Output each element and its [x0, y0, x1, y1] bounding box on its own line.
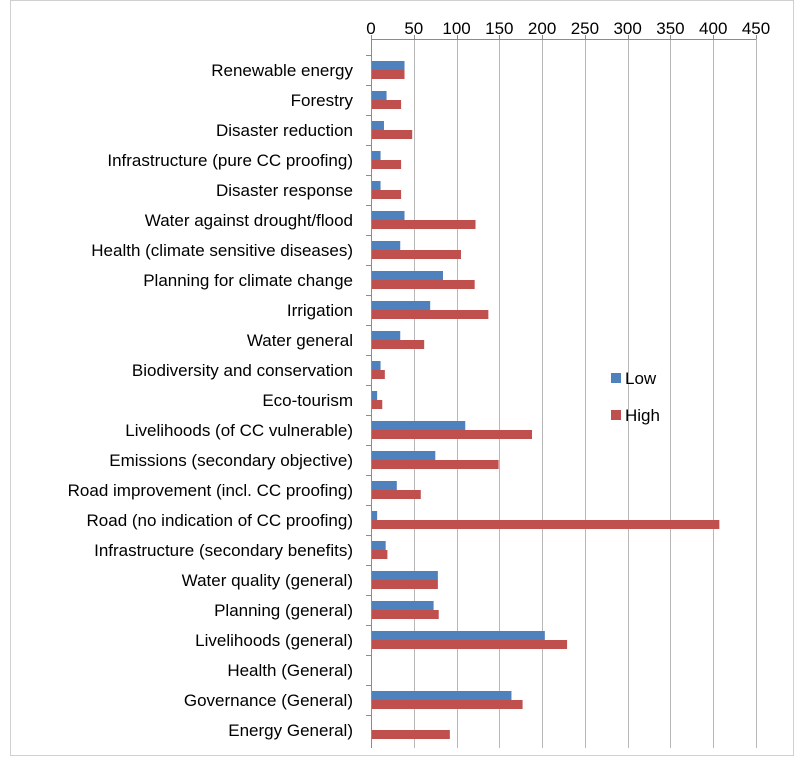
x-tick-label: 0 [366, 19, 375, 38]
bar-high [372, 730, 450, 739]
category-label: Planning for climate change [143, 271, 353, 290]
bar-low [372, 601, 434, 610]
bar-high [372, 100, 402, 109]
legend-swatch-high [611, 410, 621, 420]
bar-low [372, 151, 381, 160]
x-tick-label: 50 [404, 19, 423, 38]
x-tick-label: 150 [485, 19, 513, 38]
bar-low [372, 181, 381, 190]
category-label: Health (General) [227, 661, 353, 680]
legend: Low High [611, 369, 660, 425]
gridlines [414, 39, 757, 748]
x-tick-label: 400 [699, 19, 727, 38]
x-tick-label: 200 [528, 19, 556, 38]
bar-high [372, 130, 413, 139]
category-label: Disaster reduction [216, 121, 353, 140]
x-tick-label: 450 [742, 19, 770, 38]
bar-low [372, 691, 512, 700]
category-label: Water quality (general) [182, 571, 353, 590]
bar-high [372, 400, 383, 409]
x-tick-label: 350 [656, 19, 684, 38]
bar-high [372, 280, 475, 289]
category-label: Disaster response [216, 181, 353, 200]
bar-low [372, 301, 431, 310]
bar-low [372, 241, 401, 250]
bars [372, 61, 720, 739]
bar-low [372, 511, 378, 520]
category-label: Renewable energy [211, 61, 353, 80]
legend-label-high: High [625, 406, 660, 425]
bar-high [372, 250, 461, 259]
bar-low [372, 91, 387, 100]
bar-low [372, 61, 405, 70]
axes: 0 50 100 150 200 250 300 350 400 450 [366, 19, 770, 748]
bar-high [372, 700, 523, 709]
bar-high [372, 490, 421, 499]
category-label: Infrastructure (secondary benefits) [94, 541, 353, 560]
category-label: Infrastructure (pure CC proofing) [107, 151, 353, 170]
bar-low [372, 211, 405, 220]
bar-low [372, 361, 381, 370]
bar-high [372, 610, 439, 619]
category-label: Irrigation [287, 301, 353, 320]
category-label: Forestry [291, 91, 354, 110]
category-label: Water general [247, 331, 353, 350]
bar-high [372, 430, 532, 439]
bar-low [372, 391, 378, 400]
category-label: Emissions (secondary objective) [109, 451, 353, 470]
bar-low [372, 331, 401, 340]
bar-high [372, 160, 402, 169]
bar-high [372, 550, 388, 559]
bar-low [372, 421, 466, 430]
legend-label-low: Low [625, 369, 657, 388]
category-label: Livelihoods (general) [195, 631, 353, 650]
chart-border [10, 0, 794, 756]
bar-high [372, 370, 385, 379]
category-label: Road (no indication of CC proofing) [87, 511, 353, 530]
bar-low [372, 271, 444, 280]
bar-low [372, 121, 384, 130]
x-tick-label: 300 [613, 19, 641, 38]
bar-high [372, 460, 499, 469]
category-label: Eco-tourism [262, 391, 353, 410]
bar-low [372, 631, 545, 640]
bar-high [372, 190, 402, 199]
bar-low [372, 541, 386, 550]
bar-low [372, 451, 436, 460]
legend-swatch-low [611, 373, 621, 383]
x-tick-label: 100 [442, 19, 470, 38]
bar-low [372, 571, 438, 580]
category-label: Livelihoods (of CC vulnerable) [125, 421, 353, 440]
category-labels: Renewable energy Forestry Disaster reducti… [68, 61, 354, 740]
bar-low [372, 481, 397, 490]
category-label: Biodiversity and conservation [132, 361, 353, 380]
category-label: Water against drought/flood [145, 211, 353, 230]
category-label: Road improvement (incl. CC proofing) [68, 481, 353, 500]
bar-high [372, 340, 425, 349]
bar-high [372, 220, 476, 229]
category-label: Planning (general) [214, 601, 353, 620]
bar-high [372, 580, 438, 589]
bar-high [372, 640, 568, 649]
bar-high [372, 70, 405, 79]
category-label: Health (climate sensitive diseases) [91, 241, 353, 260]
category-label: Governance (General) [184, 691, 353, 710]
bar-high [372, 310, 489, 319]
x-tick-label: 250 [571, 19, 599, 38]
bar-high [372, 520, 720, 529]
category-label: Energy General) [228, 721, 353, 740]
